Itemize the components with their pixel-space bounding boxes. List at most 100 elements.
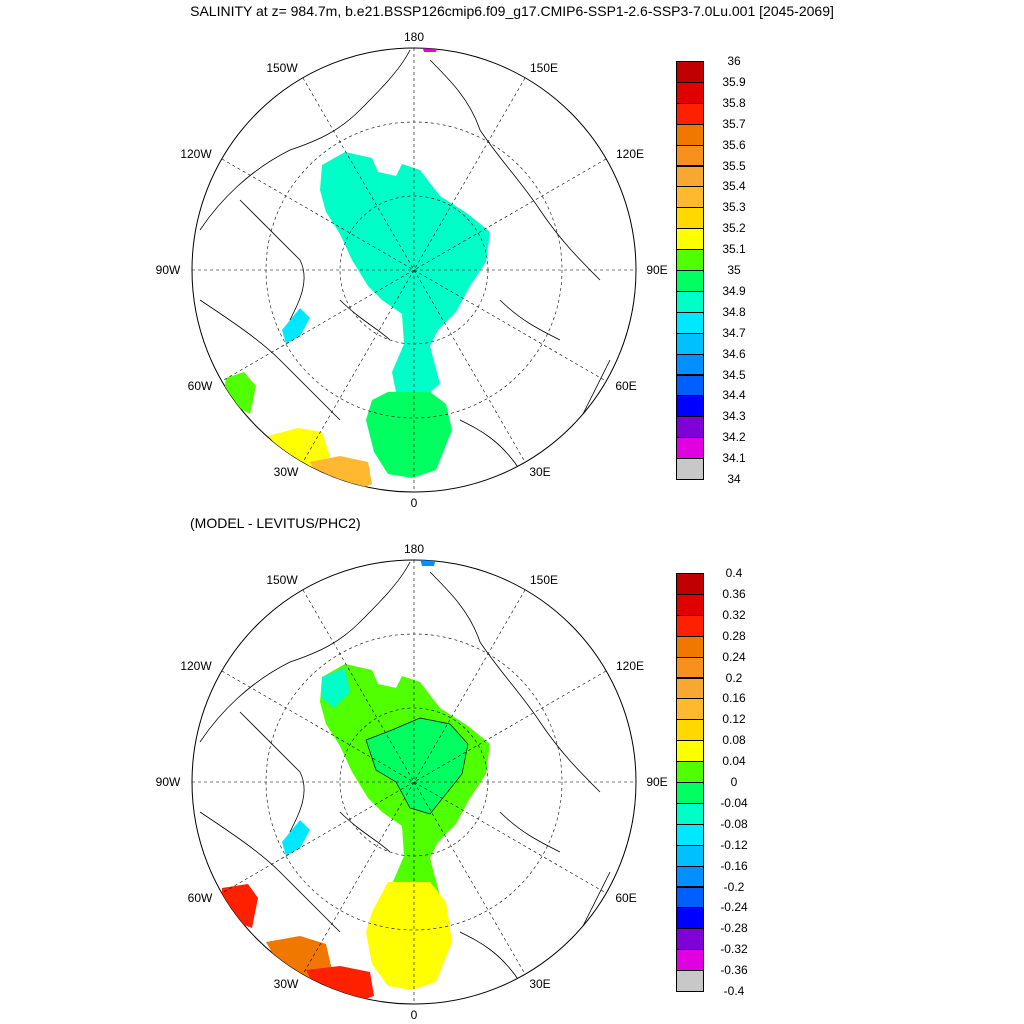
- colorbar-segment: [676, 374, 704, 397]
- colorbar-segment: [676, 928, 704, 951]
- colorbar-label: 34.1: [722, 451, 746, 466]
- graticule-top: [192, 48, 636, 492]
- colorbar-segment: [676, 311, 704, 334]
- colorbar-label: -0.4: [723, 984, 745, 998]
- colorbar-label: -0.04: [720, 795, 748, 810]
- colorbar-label: 0.4: [725, 566, 743, 580]
- colorbar-segment: [676, 573, 704, 595]
- colorbar-segment: [676, 782, 704, 804]
- salinity-field-atlantic-orange: [310, 456, 372, 492]
- lon-label-180: 180: [404, 542, 424, 556]
- colorbar-label: -0.28: [720, 921, 748, 936]
- colorbar-label: 35.4: [722, 179, 746, 194]
- colorbar-label: -0.08: [720, 816, 748, 831]
- colorbar-label: 0.08: [722, 733, 746, 748]
- diff-field-atlantic-red: [306, 966, 374, 1004]
- lon-label-0: 0: [411, 496, 418, 510]
- diff-field-labrador: [222, 884, 258, 928]
- colorbar-label: 0.32: [722, 607, 746, 622]
- lon-label-30e: 30E: [529, 977, 550, 991]
- salinity-difference-polar-map: 180 150W 150E 120W 120E 90W 90E 60W 60E …: [156, 542, 668, 1022]
- colorbar-segment: [676, 102, 704, 125]
- difference-subtitle: (MODEL - LEVITUS/PHC2): [190, 515, 361, 531]
- colorbar-label: 0.28: [722, 628, 746, 643]
- salinity-field-atlantic-yellow: [268, 428, 330, 470]
- colorbar-label: 35.7: [722, 116, 746, 131]
- diff-field-pacific: [420, 560, 436, 566]
- colorbar-segment: [676, 249, 704, 271]
- colorbar-segment: [676, 458, 704, 480]
- salinity-field-baffin: [282, 308, 310, 344]
- colorbar-label: 35.8: [722, 95, 746, 110]
- lon-label-60w: 60W: [188, 891, 213, 905]
- colorbar-segment: [676, 719, 704, 742]
- lon-label-90e: 90E: [646, 775, 667, 789]
- lon-label-150e: 150E: [530, 61, 558, 75]
- lon-label-180: 180: [404, 30, 424, 44]
- colorbar-label: 0.04: [722, 754, 746, 769]
- lon-label-30e: 30E: [529, 465, 550, 479]
- colorbar-segment: [676, 635, 704, 658]
- colorbar-label: 0.16: [722, 691, 746, 706]
- colorbar-label: -0.12: [720, 837, 748, 852]
- colorbar-segment: [676, 416, 704, 439]
- colorbar-segment: [676, 186, 704, 209]
- difference-colorbar: 0.4 0.36 0.32 0.28 0.24 0.2 0.16 0.12 0.08 0.04 0 -…: [676, 566, 748, 998]
- colorbar-segment: [676, 353, 704, 376]
- colorbar-label: 34.4: [722, 388, 746, 403]
- salinity-field-arctic: [320, 152, 490, 392]
- lon-label-90w: 90W: [156, 775, 181, 789]
- colorbar-segment: [676, 761, 704, 783]
- lon-label-60w: 60W: [188, 379, 213, 393]
- colorbar-label: 34.3: [722, 409, 746, 424]
- lon-label-60e: 60E: [615, 379, 636, 393]
- lon-label-90e: 90E: [646, 263, 667, 277]
- lon-label-150w: 150W: [266, 61, 298, 75]
- lon-label-120e: 120E: [616, 147, 644, 161]
- colorbar-label: -0.32: [720, 942, 748, 957]
- colorbar-label: 34.5: [722, 367, 746, 382]
- salinity-field-nordic: [366, 392, 452, 478]
- colorbar-segment: [676, 614, 704, 637]
- lon-label-0: 0: [411, 1008, 418, 1022]
- graticule-bottom: [192, 560, 636, 1004]
- salinity-colorbar: 36 35.9 35.8 35.7 35.6 35.5 35.4 35.3 35.2 35.1 35…: [676, 54, 746, 486]
- colorbar-segment: [676, 81, 704, 104]
- lon-label-90w: 90W: [156, 263, 181, 277]
- colorbar-label: 35.9: [722, 74, 746, 89]
- colorbar-label: -0.16: [720, 858, 748, 873]
- colorbar-segment: [676, 207, 704, 230]
- diff-field-nordic: [366, 882, 452, 990]
- colorbar-label: 34: [727, 472, 741, 486]
- colorbar-segment: [676, 437, 704, 460]
- colorbar-label: 0.12: [722, 712, 746, 727]
- colorbar-segment: [676, 698, 704, 721]
- lon-label-30w: 30W: [274, 465, 299, 479]
- lon-label-60e: 60E: [615, 891, 636, 905]
- colorbar-segment: [676, 144, 704, 167]
- salinity-polar-map: 180 150W 150E 120W 120E 90W 90E 60W 60E …: [156, 30, 668, 510]
- colorbar-label: 35: [727, 263, 741, 277]
- colorbar-segment: [676, 61, 704, 83]
- colorbar-label: 34.6: [722, 346, 746, 361]
- colorbar-segment: [676, 593, 704, 616]
- diff-field-baffin: [282, 820, 310, 856]
- colorbar-label: 0.36: [722, 586, 746, 601]
- colorbar-label: 34.2: [722, 430, 746, 445]
- colorbar-segment: [676, 290, 704, 313]
- colorbar-segment: [676, 886, 704, 909]
- colorbar-label: -0.36: [720, 963, 748, 978]
- colorbar-segment: [676, 907, 704, 930]
- colorbar-segment: [676, 844, 704, 867]
- colorbar-segment: [676, 395, 704, 418]
- colorbar-segment: [676, 165, 704, 188]
- colorbar-segment: [676, 228, 704, 251]
- colorbar-segment: [676, 823, 704, 846]
- diff-field-arctic-inner: [365, 717, 469, 815]
- colorbar-label: 35.1: [722, 242, 746, 257]
- colorbar-segment: [676, 656, 704, 679]
- colorbar-label: -0.2: [723, 879, 745, 894]
- colorbar-label: 35.5: [722, 158, 746, 173]
- colorbar-label: 34.8: [722, 304, 746, 319]
- lon-label-150e: 150E: [530, 573, 558, 587]
